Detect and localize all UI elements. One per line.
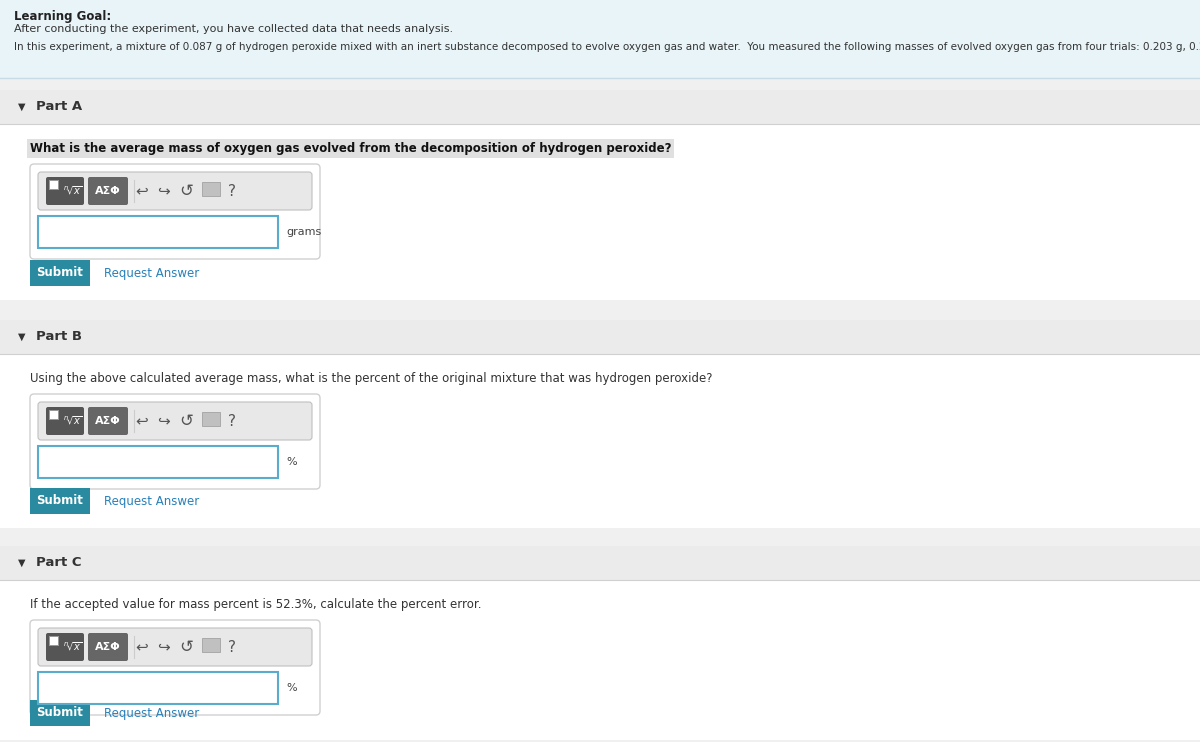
Text: Request Answer: Request Answer bbox=[104, 494, 199, 508]
FancyBboxPatch shape bbox=[38, 672, 278, 704]
Text: ΑΣΦ: ΑΣΦ bbox=[95, 186, 121, 196]
Text: ↩: ↩ bbox=[136, 413, 149, 428]
Text: ?: ? bbox=[228, 413, 236, 428]
Text: ↺: ↺ bbox=[179, 638, 193, 656]
Text: %: % bbox=[286, 457, 296, 467]
Text: ↪: ↪ bbox=[157, 413, 170, 428]
FancyBboxPatch shape bbox=[0, 580, 1200, 740]
Text: Learning Goal:: Learning Goal: bbox=[14, 10, 112, 23]
FancyBboxPatch shape bbox=[202, 638, 220, 652]
Text: Part C: Part C bbox=[36, 556, 82, 570]
Text: Part A: Part A bbox=[36, 100, 82, 114]
FancyBboxPatch shape bbox=[30, 620, 320, 715]
FancyBboxPatch shape bbox=[0, 354, 1200, 528]
Text: %: % bbox=[286, 683, 296, 693]
Text: grams: grams bbox=[286, 227, 322, 237]
FancyBboxPatch shape bbox=[50, 411, 58, 419]
FancyBboxPatch shape bbox=[202, 412, 220, 426]
Text: ▼: ▼ bbox=[18, 332, 25, 342]
Text: $^n\!\sqrt{x}$: $^n\!\sqrt{x}$ bbox=[64, 185, 83, 197]
FancyBboxPatch shape bbox=[0, 546, 1200, 580]
Text: Submit: Submit bbox=[36, 706, 84, 720]
Text: $^n\!\sqrt{x}$: $^n\!\sqrt{x}$ bbox=[64, 640, 83, 653]
Text: In this experiment, a mixture of 0.087 g of hydrogen peroxide mixed with an iner: In this experiment, a mixture of 0.087 g… bbox=[14, 42, 1200, 52]
Text: ↺: ↺ bbox=[179, 412, 193, 430]
Text: If the accepted value for mass percent is 52.3%, calculate the percent error.: If the accepted value for mass percent i… bbox=[30, 598, 481, 611]
FancyBboxPatch shape bbox=[38, 216, 278, 248]
FancyBboxPatch shape bbox=[0, 0, 1200, 78]
Text: ↩: ↩ bbox=[136, 183, 149, 199]
FancyBboxPatch shape bbox=[0, 294, 1200, 308]
Text: ▼: ▼ bbox=[18, 102, 25, 112]
FancyBboxPatch shape bbox=[30, 260, 90, 286]
FancyBboxPatch shape bbox=[0, 320, 1200, 354]
FancyBboxPatch shape bbox=[46, 633, 84, 661]
FancyBboxPatch shape bbox=[38, 628, 312, 666]
Text: ?: ? bbox=[228, 183, 236, 199]
FancyBboxPatch shape bbox=[46, 177, 84, 205]
FancyBboxPatch shape bbox=[49, 636, 59, 646]
Text: Part B: Part B bbox=[36, 330, 82, 344]
FancyBboxPatch shape bbox=[30, 488, 90, 514]
Text: Request Answer: Request Answer bbox=[104, 706, 199, 720]
Text: ↪: ↪ bbox=[157, 183, 170, 199]
Text: ↩: ↩ bbox=[136, 640, 149, 654]
FancyBboxPatch shape bbox=[0, 532, 1200, 546]
FancyBboxPatch shape bbox=[30, 700, 90, 726]
FancyBboxPatch shape bbox=[202, 182, 220, 196]
FancyBboxPatch shape bbox=[50, 181, 58, 189]
FancyBboxPatch shape bbox=[0, 124, 1200, 300]
FancyBboxPatch shape bbox=[88, 177, 128, 205]
FancyBboxPatch shape bbox=[46, 407, 84, 435]
FancyBboxPatch shape bbox=[88, 633, 128, 661]
FancyBboxPatch shape bbox=[38, 402, 312, 440]
FancyBboxPatch shape bbox=[30, 394, 320, 489]
Text: ?: ? bbox=[228, 640, 236, 654]
Text: ↺: ↺ bbox=[179, 182, 193, 200]
FancyBboxPatch shape bbox=[0, 78, 1200, 90]
Text: ▼: ▼ bbox=[18, 558, 25, 568]
FancyBboxPatch shape bbox=[38, 172, 312, 210]
Text: Using the above calculated average mass, what is the percent of the original mix: Using the above calculated average mass,… bbox=[30, 372, 713, 385]
Text: After conducting the experiment, you have collected data that needs analysis.: After conducting the experiment, you hav… bbox=[14, 24, 454, 34]
Text: ↪: ↪ bbox=[157, 640, 170, 654]
Text: ΑΣΦ: ΑΣΦ bbox=[95, 642, 121, 652]
Text: $^n\!\sqrt{x}$: $^n\!\sqrt{x}$ bbox=[64, 415, 83, 427]
Text: Submit: Submit bbox=[36, 266, 84, 280]
FancyBboxPatch shape bbox=[50, 637, 58, 645]
Text: Submit: Submit bbox=[36, 494, 84, 508]
FancyBboxPatch shape bbox=[49, 410, 59, 420]
FancyBboxPatch shape bbox=[0, 90, 1200, 124]
FancyBboxPatch shape bbox=[49, 180, 59, 190]
Text: Request Answer: Request Answer bbox=[104, 266, 199, 280]
FancyBboxPatch shape bbox=[30, 164, 320, 259]
FancyBboxPatch shape bbox=[38, 446, 278, 478]
Text: ΑΣΦ: ΑΣΦ bbox=[95, 416, 121, 426]
Text: What is the average mass of oxygen gas evolved from the decomposition of hydroge: What is the average mass of oxygen gas e… bbox=[30, 142, 672, 155]
FancyBboxPatch shape bbox=[88, 407, 128, 435]
